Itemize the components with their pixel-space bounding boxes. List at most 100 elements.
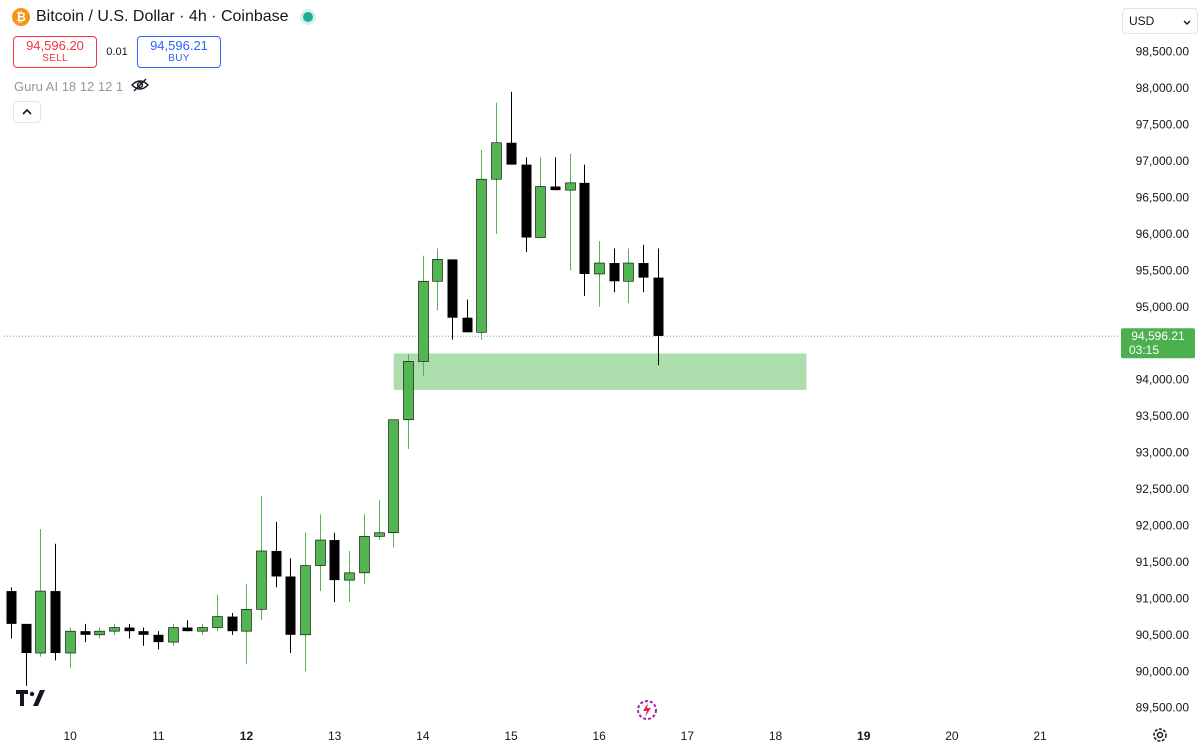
candle bbox=[256, 496, 267, 621]
candle bbox=[476, 150, 487, 340]
candle-body bbox=[609, 263, 620, 282]
current-price-label bbox=[1121, 328, 1195, 359]
candle-body bbox=[565, 182, 576, 191]
candle-body bbox=[579, 182, 590, 274]
candle-body bbox=[623, 262, 634, 282]
x-tick-label: 15 bbox=[504, 729, 518, 743]
candle-body bbox=[388, 419, 399, 534]
x-tick-label: 11 bbox=[152, 729, 165, 743]
candle bbox=[300, 532, 311, 672]
candle bbox=[329, 532, 340, 603]
candle bbox=[403, 354, 414, 449]
x-tick-label: 14 bbox=[416, 729, 430, 743]
candle-body bbox=[35, 590, 46, 654]
candle-body bbox=[418, 280, 429, 362]
y-tick-label: 95,000.00 bbox=[1136, 300, 1190, 314]
candle-body bbox=[535, 186, 546, 238]
y-tick-label: 92,500.00 bbox=[1136, 482, 1190, 496]
candle-body bbox=[506, 142, 517, 165]
current-price-value: 94,596.21 bbox=[1131, 329, 1185, 343]
candle-body bbox=[300, 565, 311, 636]
candle-body bbox=[521, 164, 532, 238]
current-price-countdown: 03:15 bbox=[1129, 343, 1159, 357]
y-tick-label: 91,000.00 bbox=[1136, 591, 1190, 605]
candle bbox=[109, 623, 120, 635]
candle bbox=[241, 583, 252, 664]
chart-header: ₿ Bitcoin / U.S. Dollar · 4h · Coinbase bbox=[12, 8, 313, 26]
y-tick-label: 90,500.00 bbox=[1136, 628, 1190, 642]
gear-icon[interactable] bbox=[1151, 726, 1169, 749]
candle-body bbox=[80, 631, 91, 635]
candle-body bbox=[138, 631, 149, 635]
candle bbox=[447, 259, 458, 340]
bitcoin-icon: ₿ bbox=[12, 8, 30, 26]
candle-body bbox=[447, 259, 458, 318]
candle bbox=[432, 248, 443, 311]
candle-body bbox=[476, 178, 487, 333]
candle-body bbox=[271, 550, 282, 577]
candle-body bbox=[109, 627, 120, 632]
x-tick-label: 21 bbox=[1033, 729, 1047, 743]
candle-body bbox=[227, 616, 238, 632]
buy-label: BUY bbox=[168, 53, 190, 64]
collapse-legend-button[interactable] bbox=[13, 101, 41, 123]
candle bbox=[6, 587, 17, 639]
y-tick-label: 97,500.00 bbox=[1136, 118, 1190, 132]
candle bbox=[491, 102, 502, 234]
candle bbox=[623, 248, 634, 304]
candle-body bbox=[329, 540, 340, 581]
candle-body bbox=[6, 591, 17, 624]
sell-price: 94,596.20 bbox=[26, 38, 84, 53]
eye-off-icon[interactable] bbox=[131, 78, 150, 95]
candle-body bbox=[197, 627, 208, 632]
candle bbox=[609, 248, 620, 293]
candle bbox=[535, 157, 546, 238]
indicator-label[interactable]: Guru AI 18 12 12 1 bbox=[14, 79, 124, 94]
candle bbox=[94, 627, 105, 639]
candle-body bbox=[65, 630, 76, 654]
candle-body bbox=[594, 262, 605, 275]
y-tick-label: 96,500.00 bbox=[1136, 190, 1190, 204]
buy-button[interactable]: 94,596.21 BUY bbox=[137, 36, 221, 68]
sell-label: SELL bbox=[42, 53, 68, 64]
candle bbox=[21, 623, 32, 686]
candle bbox=[550, 157, 561, 191]
candle-body bbox=[315, 539, 326, 566]
symbol-title[interactable]: Bitcoin / U.S. Dollar · 4h · Coinbase bbox=[36, 8, 289, 25]
candle bbox=[506, 91, 517, 165]
candle bbox=[579, 164, 590, 296]
x-tick-label: 19 bbox=[857, 729, 871, 743]
x-tick-label: 17 bbox=[681, 729, 695, 743]
candle bbox=[212, 594, 223, 632]
candle-body bbox=[550, 186, 561, 191]
candle-body bbox=[374, 532, 385, 537]
lightning-badge-icon[interactable] bbox=[634, 697, 660, 728]
candle bbox=[418, 255, 429, 377]
candle-body bbox=[344, 572, 355, 581]
candle bbox=[153, 631, 164, 650]
sell-button[interactable]: 94,596.20 SELL bbox=[13, 36, 97, 68]
candle bbox=[653, 248, 664, 366]
candle-body bbox=[285, 576, 296, 635]
candle-body bbox=[50, 591, 61, 654]
candle-body bbox=[256, 550, 267, 610]
currency-select[interactable]: USD bbox=[1122, 8, 1198, 34]
candle-body bbox=[638, 263, 649, 278]
candle bbox=[271, 521, 282, 588]
candle-body bbox=[653, 277, 664, 336]
chevron-down-icon bbox=[1183, 14, 1191, 28]
y-tick-label: 97,000.00 bbox=[1136, 154, 1190, 168]
candle bbox=[462, 299, 473, 333]
demand-zone bbox=[393, 353, 807, 390]
candle bbox=[565, 153, 576, 271]
x-tick-label: 13 bbox=[328, 729, 342, 743]
candle-body bbox=[124, 627, 135, 632]
candle bbox=[227, 612, 238, 635]
y-tick-label: 98,000.00 bbox=[1136, 81, 1190, 95]
market-status-icon bbox=[302, 12, 313, 22]
currency-value: USD bbox=[1129, 14, 1155, 28]
candle-body bbox=[21, 623, 32, 654]
candle bbox=[50, 543, 61, 661]
